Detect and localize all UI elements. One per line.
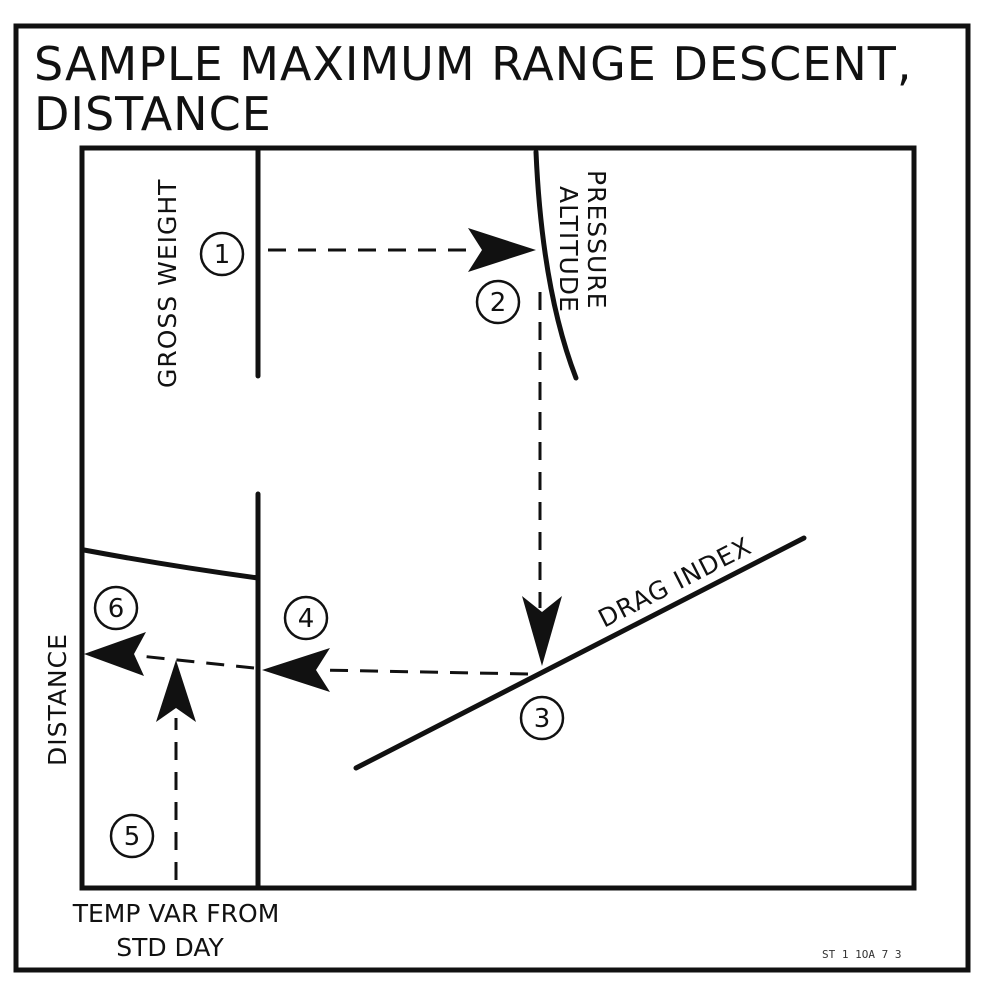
svg-text:4: 4 — [298, 604, 315, 634]
dashed-path-3-4 — [319, 668, 529, 676]
step-marker-3: 3 — [519, 695, 565, 741]
arrowhead-to-4 — [262, 648, 330, 692]
temp-var-label-line-2: STD DAY — [116, 933, 224, 962]
drag-index-line — [353, 535, 807, 771]
step-marker-4: 4 — [283, 595, 329, 641]
title-line-2: DISTANCE — [34, 87, 272, 141]
pressure-label-line-2: ALTITUDE — [554, 186, 583, 313]
temp-var-label-line-1: TEMP VAR FROM — [72, 899, 280, 928]
gross-weight-label: GROSS WEIGHT — [153, 179, 182, 388]
svg-text:5: 5 — [124, 822, 141, 852]
temp-guide-curve — [81, 547, 261, 581]
arrowhead-to-3 — [522, 596, 562, 666]
svg-text:1: 1 — [214, 240, 231, 270]
pressure-label-line-1: PRESSURE — [582, 170, 611, 309]
outer-border — [13, 23, 971, 973]
step-marker-5: 5 — [109, 813, 155, 859]
figure-reference: ST 1 1OA 7 3 — [822, 948, 901, 961]
svg-text:3: 3 — [534, 704, 551, 734]
drag-index-label: DRAG INDEX — [594, 531, 757, 633]
arrowhead-to-2 — [468, 228, 536, 272]
arrowhead-from-5 — [156, 660, 196, 722]
step-marker-2: 2 — [475, 279, 521, 325]
step-marker-6: 6 — [93, 585, 139, 631]
distance-label: DISTANCE — [43, 633, 72, 766]
svg-text:6: 6 — [108, 594, 125, 624]
title-line-1: SAMPLE MAXIMUM RANGE DESCENT, — [34, 37, 912, 91]
step-marker-1: 1 — [199, 231, 245, 277]
svg-text:2: 2 — [490, 288, 507, 318]
dashed-path-4-6 — [139, 654, 255, 670]
arrowhead-to-6 — [84, 632, 146, 676]
pressure-altitude-curve — [533, 149, 579, 381]
